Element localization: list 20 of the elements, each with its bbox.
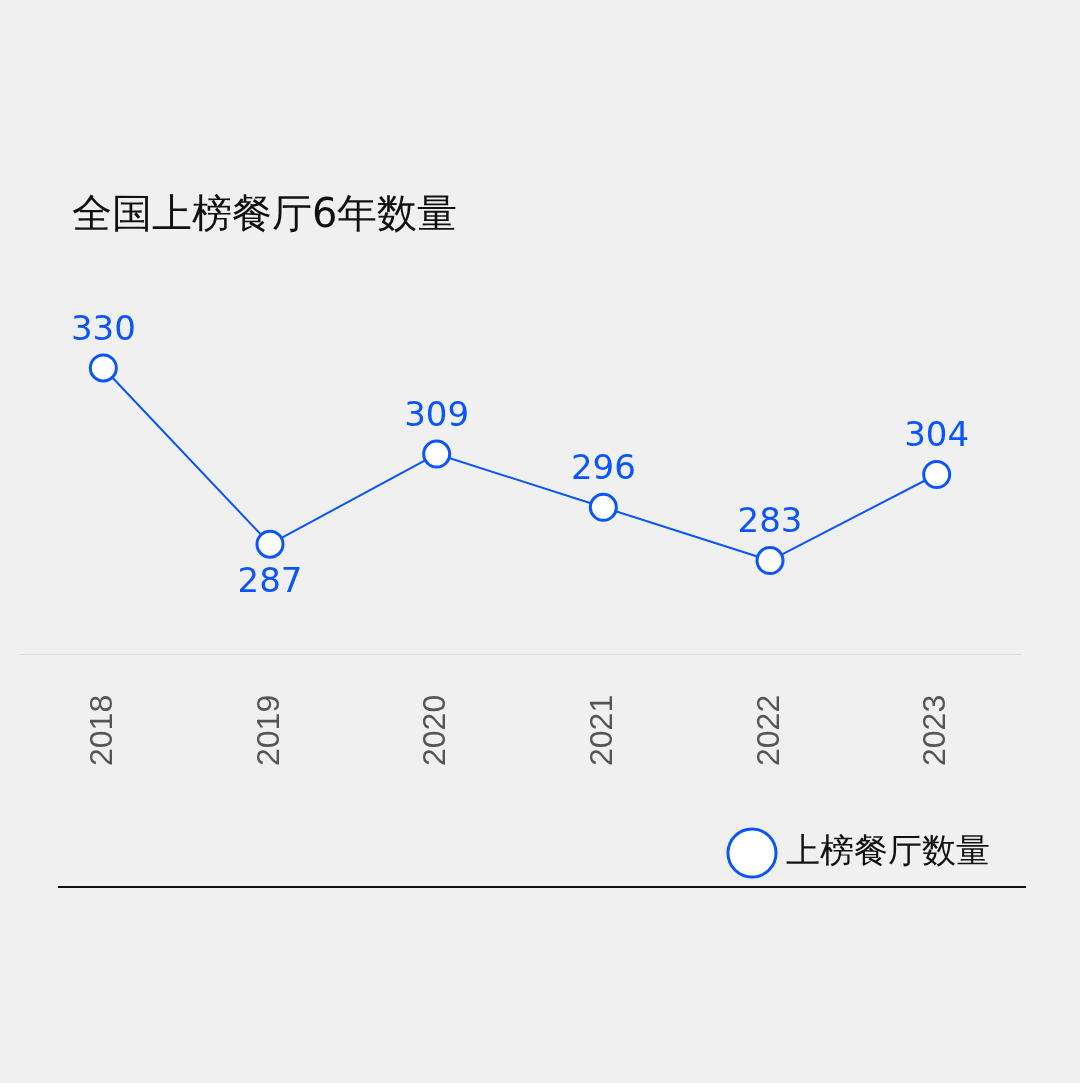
point (755, 546, 785, 576)
data-label: 309 (404, 393, 470, 434)
data-label: 283 (737, 500, 803, 541)
legend-label: 上榜餐厅数量 (786, 829, 990, 870)
point (88, 353, 118, 383)
point (588, 492, 618, 522)
x-tick-label: 2020 (416, 694, 453, 766)
point (255, 529, 285, 559)
point (422, 439, 452, 469)
x-tick-label: 2022 (749, 694, 786, 766)
chart-title: 全国上榜餐厅6年数量 (72, 189, 458, 238)
data-label: 296 (570, 447, 636, 488)
data-label: 304 (904, 414, 970, 455)
x-tick-label: 2021 (583, 694, 620, 766)
data-label: 287 (237, 560, 303, 600)
x-tick-label: 2019 (249, 694, 286, 766)
x-tick-label: 2018 (83, 694, 120, 766)
x-tick-label: 2023 (916, 694, 953, 766)
point (922, 460, 952, 489)
data-label: 330 (70, 307, 136, 348)
